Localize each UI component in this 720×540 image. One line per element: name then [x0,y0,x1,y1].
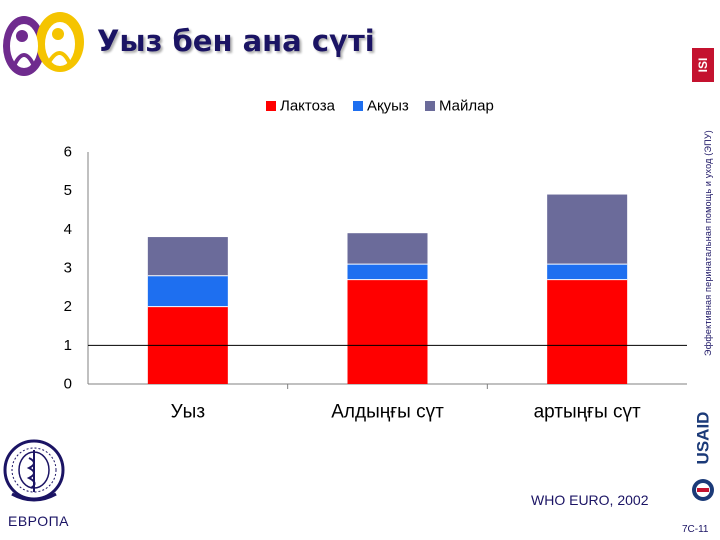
x-tick-label-1: Уыз [171,402,205,423]
bar-2-майлар [347,233,428,265]
bar-1-майлар [147,237,228,276]
legend-label-1: Лактоза [280,98,336,115]
y-tick-label-3: 3 [64,260,72,277]
isi-logo: ISI [692,48,714,82]
source-citation: WHO EURO, 2002 [531,492,649,508]
slide-title: Уыз бен ана сүті [97,24,375,58]
chart-legend: Лактоза Ақуыз Майлар [266,98,494,115]
bar-3-лактоза [547,279,628,384]
bar-1-ақуыз [147,275,228,307]
slide-number: 7C-11 [682,524,709,535]
org-region-label: ЕВРОПА [8,513,69,529]
mother-child-logo [3,12,84,76]
who-emblem [3,439,65,502]
y-tick-labels: 0 1 2 3 4 5 6 [64,144,72,393]
bar-2-ақуыз [347,264,428,280]
legend-label-3: Майлар [439,98,494,115]
bar-3-майлар [547,194,628,265]
isi-logo-text: ISI [696,58,710,73]
legend-swatch-1 [266,101,276,111]
y-tick-label-0: 0 [64,376,72,393]
y-tick-label-1: 1 [64,337,72,354]
bar-2-лактоза [347,279,428,384]
usaid-logo-text: USAID [694,412,713,465]
x-tick-labels: Уыз Алдыңғы сүт артыңғы сүт [171,402,641,423]
x-tick-label-2: Алдыңғы сүт [331,402,444,423]
bar-3-ақуыз [547,264,628,280]
x-tick-label-3: артыңғы сүт [534,402,641,423]
chart-bars [147,194,628,384]
legend-swatch-3 [425,101,435,111]
usaid-logo: USAID [692,412,714,501]
legend-label-2: Ақуыз [367,98,409,115]
y-tick-label-2: 2 [64,298,72,315]
y-tick-label-6: 6 [64,144,72,161]
y-tick-label-4: 4 [64,221,72,238]
y-tick-label-5: 5 [64,182,72,199]
legend-swatch-2 [353,101,363,111]
